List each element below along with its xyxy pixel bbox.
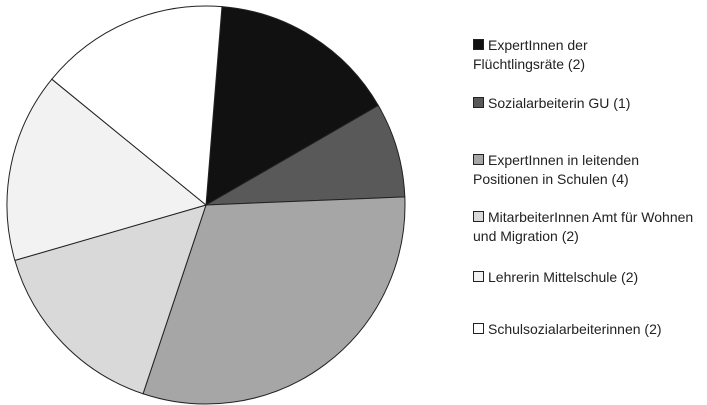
pie-slice [205,6,379,206]
pie-slice [205,104,406,206]
legend-swatch [473,323,484,334]
legend-swatch [473,211,484,222]
legend-item: MitarbeiterInnen Amt für Wohnen und Migr… [473,208,698,246]
legend-item: ExpertInnen in leitenden Positionen in S… [473,151,673,189]
legend-swatch [473,271,484,282]
legend-item: Schulsozialarbeiterinnen (2) [473,320,703,339]
pie-slice [14,204,207,395]
legend-swatch [473,154,484,165]
legend-swatch [473,39,484,50]
legend-label: ExpertInnen der Flüchtlingsräte (2) [473,37,588,72]
pie-slice [6,78,208,262]
legend-label: ExpertInnen in leitenden Positionen in S… [473,152,639,187]
legend-swatch [473,97,484,108]
legend-label: MitarbeiterInnen Amt für Wohnen und Migr… [473,209,694,244]
legend-label: Lehrerin Mittelschule (2) [488,269,639,285]
legend-item: Sozialarbeiterin GU (1) [473,94,703,113]
legend-item: Lehrerin Mittelschule (2) [473,268,703,287]
pie-slice [51,5,223,206]
legend-label: Schulsozialarbeiterinnen (2) [488,321,662,337]
legend-label: Sozialarbeiterin GU (1) [488,95,631,111]
legend-item: ExpertInnen der Flüchtlingsräte (2) [473,36,653,74]
pie-slice [142,196,406,405]
